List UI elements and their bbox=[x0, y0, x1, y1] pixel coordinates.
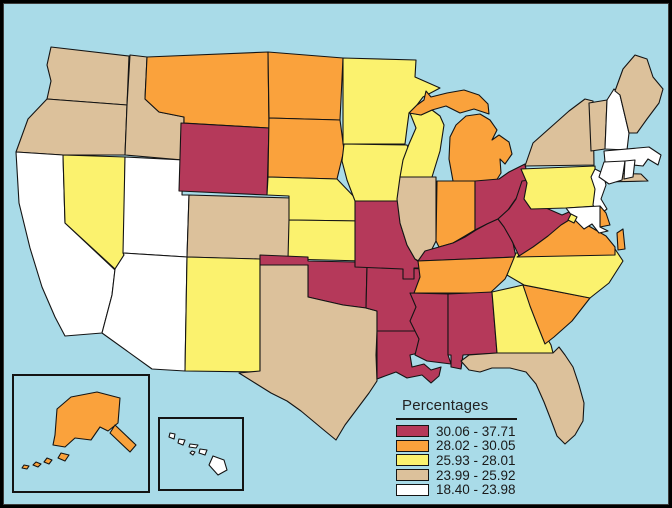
state-az: Arizona — 18.40 - 23.98 bbox=[101, 252, 188, 372]
state-nc: North Carolina — 25.93 - 28.01 bbox=[506, 248, 624, 299]
state-sd: South Dakota — 28.02 - 30.05 bbox=[267, 117, 345, 180]
state-ks: Kansas — 25.93 - 28.01 bbox=[287, 219, 365, 262]
legend-range-label: 18.40 - 23.98 bbox=[436, 482, 516, 498]
state-tn: Tennessee — 28.02 - 30.05 bbox=[413, 256, 517, 294]
state-ri: Rhode Island — 18.40 - 23.98 bbox=[623, 159, 636, 180]
state-ms: Mississippi — 30.06 - 37.71 bbox=[409, 292, 452, 365]
state-hi: Hawaii — 18.40 - 23.98 bbox=[168, 432, 228, 476]
state-wy: Wyoming — 30.06 - 37.71 bbox=[178, 122, 270, 196]
alaska-inset-box bbox=[12, 374, 150, 493]
legend-item: 23.99 - 25.92 bbox=[396, 468, 517, 483]
legend-range-label: 23.99 - 25.92 bbox=[436, 467, 516, 483]
state-nd: North Dakota — 28.02 - 30.05 bbox=[267, 51, 344, 121]
hawaii-inset-box bbox=[158, 417, 244, 491]
legend-item: 25.93 - 28.01 bbox=[396, 453, 517, 468]
legend-title: Percentages bbox=[402, 397, 489, 414]
state-or: Oregon — 23.99 - 25.92 bbox=[15, 98, 128, 156]
legend-underline bbox=[396, 418, 517, 420]
legend-swatch bbox=[396, 454, 429, 467]
state-dc: District of Columbia — 25.93 - 28.01 bbox=[567, 213, 578, 224]
legend-swatch bbox=[396, 425, 429, 438]
state-ak: Alaska — 28.02 - 30.05 bbox=[21, 391, 137, 470]
legend-swatch bbox=[396, 439, 429, 452]
state-fl: Florida — 23.99 - 25.92 bbox=[460, 346, 585, 445]
legend-rows: 30.06 - 37.71 28.02 - 30.05 25.93 - 28.01 2… bbox=[396, 424, 517, 497]
states-layer: Washington — 23.99 - 25.92Oregon — 23.99… bbox=[15, 46, 664, 476]
us-choropleth-map: Washington — 23.99 - 25.92Oregon — 23.99… bbox=[12, 46, 664, 493]
legend-range-label: 30.06 - 37.71 bbox=[436, 423, 516, 439]
state-co: Colorado — 23.99 - 25.92 bbox=[186, 194, 292, 261]
state-me: Maine — 23.99 - 25.92 bbox=[614, 54, 664, 134]
state-vt: Vermont — 23.99 - 25.92 bbox=[588, 99, 608, 152]
state-ct: Connecticut — 18.40 - 23.98 bbox=[598, 160, 626, 185]
state-sc: South Carolina — 28.02 - 30.05 bbox=[522, 284, 591, 345]
state-md: Maryland — 18.40 - 23.98 bbox=[565, 205, 609, 234]
legend-item: 28.02 - 30.05 bbox=[396, 438, 517, 454]
legend-range-label: 25.93 - 28.01 bbox=[436, 452, 516, 468]
legend-swatch bbox=[396, 483, 429, 496]
legend-item: 30.06 - 37.71 bbox=[396, 424, 517, 439]
state-pa: Pennsylvania — 25.93 - 28.01 bbox=[520, 165, 597, 210]
legend-range-label: 28.02 - 30.05 bbox=[436, 438, 516, 454]
state-wa: Washington — 23.99 - 25.92 bbox=[46, 46, 130, 106]
state-tx: Texas — 23.99 - 25.92 bbox=[238, 264, 378, 441]
state-mi: Michigan — 28.02 - 30.05 bbox=[408, 89, 513, 182]
state-nm: New Mexico — 25.93 - 28.01 bbox=[184, 256, 261, 373]
legend-swatch bbox=[396, 469, 429, 482]
legend-item: 18.40 - 23.98 bbox=[396, 482, 517, 497]
map-legend: Percentages 30.06 - 37.71 28.02 - 30.05 25… bbox=[396, 397, 517, 497]
